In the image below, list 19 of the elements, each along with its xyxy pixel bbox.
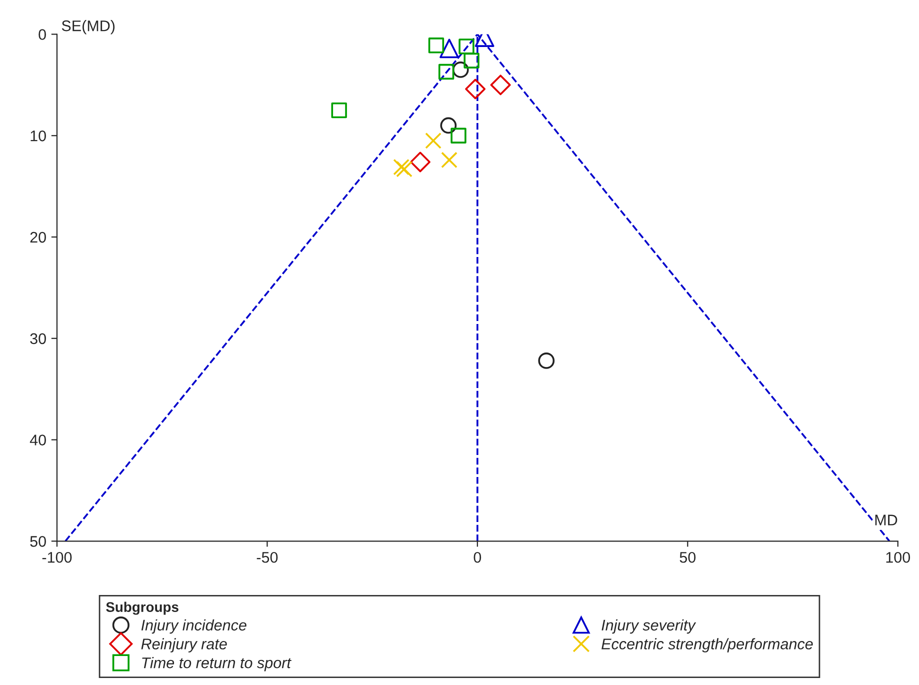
y-tick-label: 50 — [30, 536, 46, 547]
y-tick-label: 40 — [30, 434, 46, 446]
y-tick-label: 20 — [30, 232, 46, 243]
y-tick-label: 10 — [30, 130, 46, 142]
x-tick-label: 50 — [680, 552, 696, 563]
legend-label: Injury severity — [602, 619, 696, 634]
legend-label: Injury incidence — [141, 619, 246, 634]
x-tick-label: -100 — [42, 552, 72, 563]
y-axis-title: SE(MD) — [62, 20, 115, 34]
y-tick-label: 30 — [30, 333, 46, 344]
y-tick-label: 0 — [38, 29, 46, 40]
legend-label: Eccentric strength/performance — [602, 638, 813, 652]
legend-label: Reinjury rate — [141, 638, 227, 652]
x-axis-title: MD — [875, 514, 898, 526]
legend-title: Subgroups — [106, 602, 178, 615]
x-tick-label: 100 — [886, 552, 910, 563]
x-tick-label: -50 — [256, 552, 278, 563]
x-tick-label: 0 — [474, 552, 482, 563]
legend-label: Time to return to sport — [142, 657, 292, 672]
